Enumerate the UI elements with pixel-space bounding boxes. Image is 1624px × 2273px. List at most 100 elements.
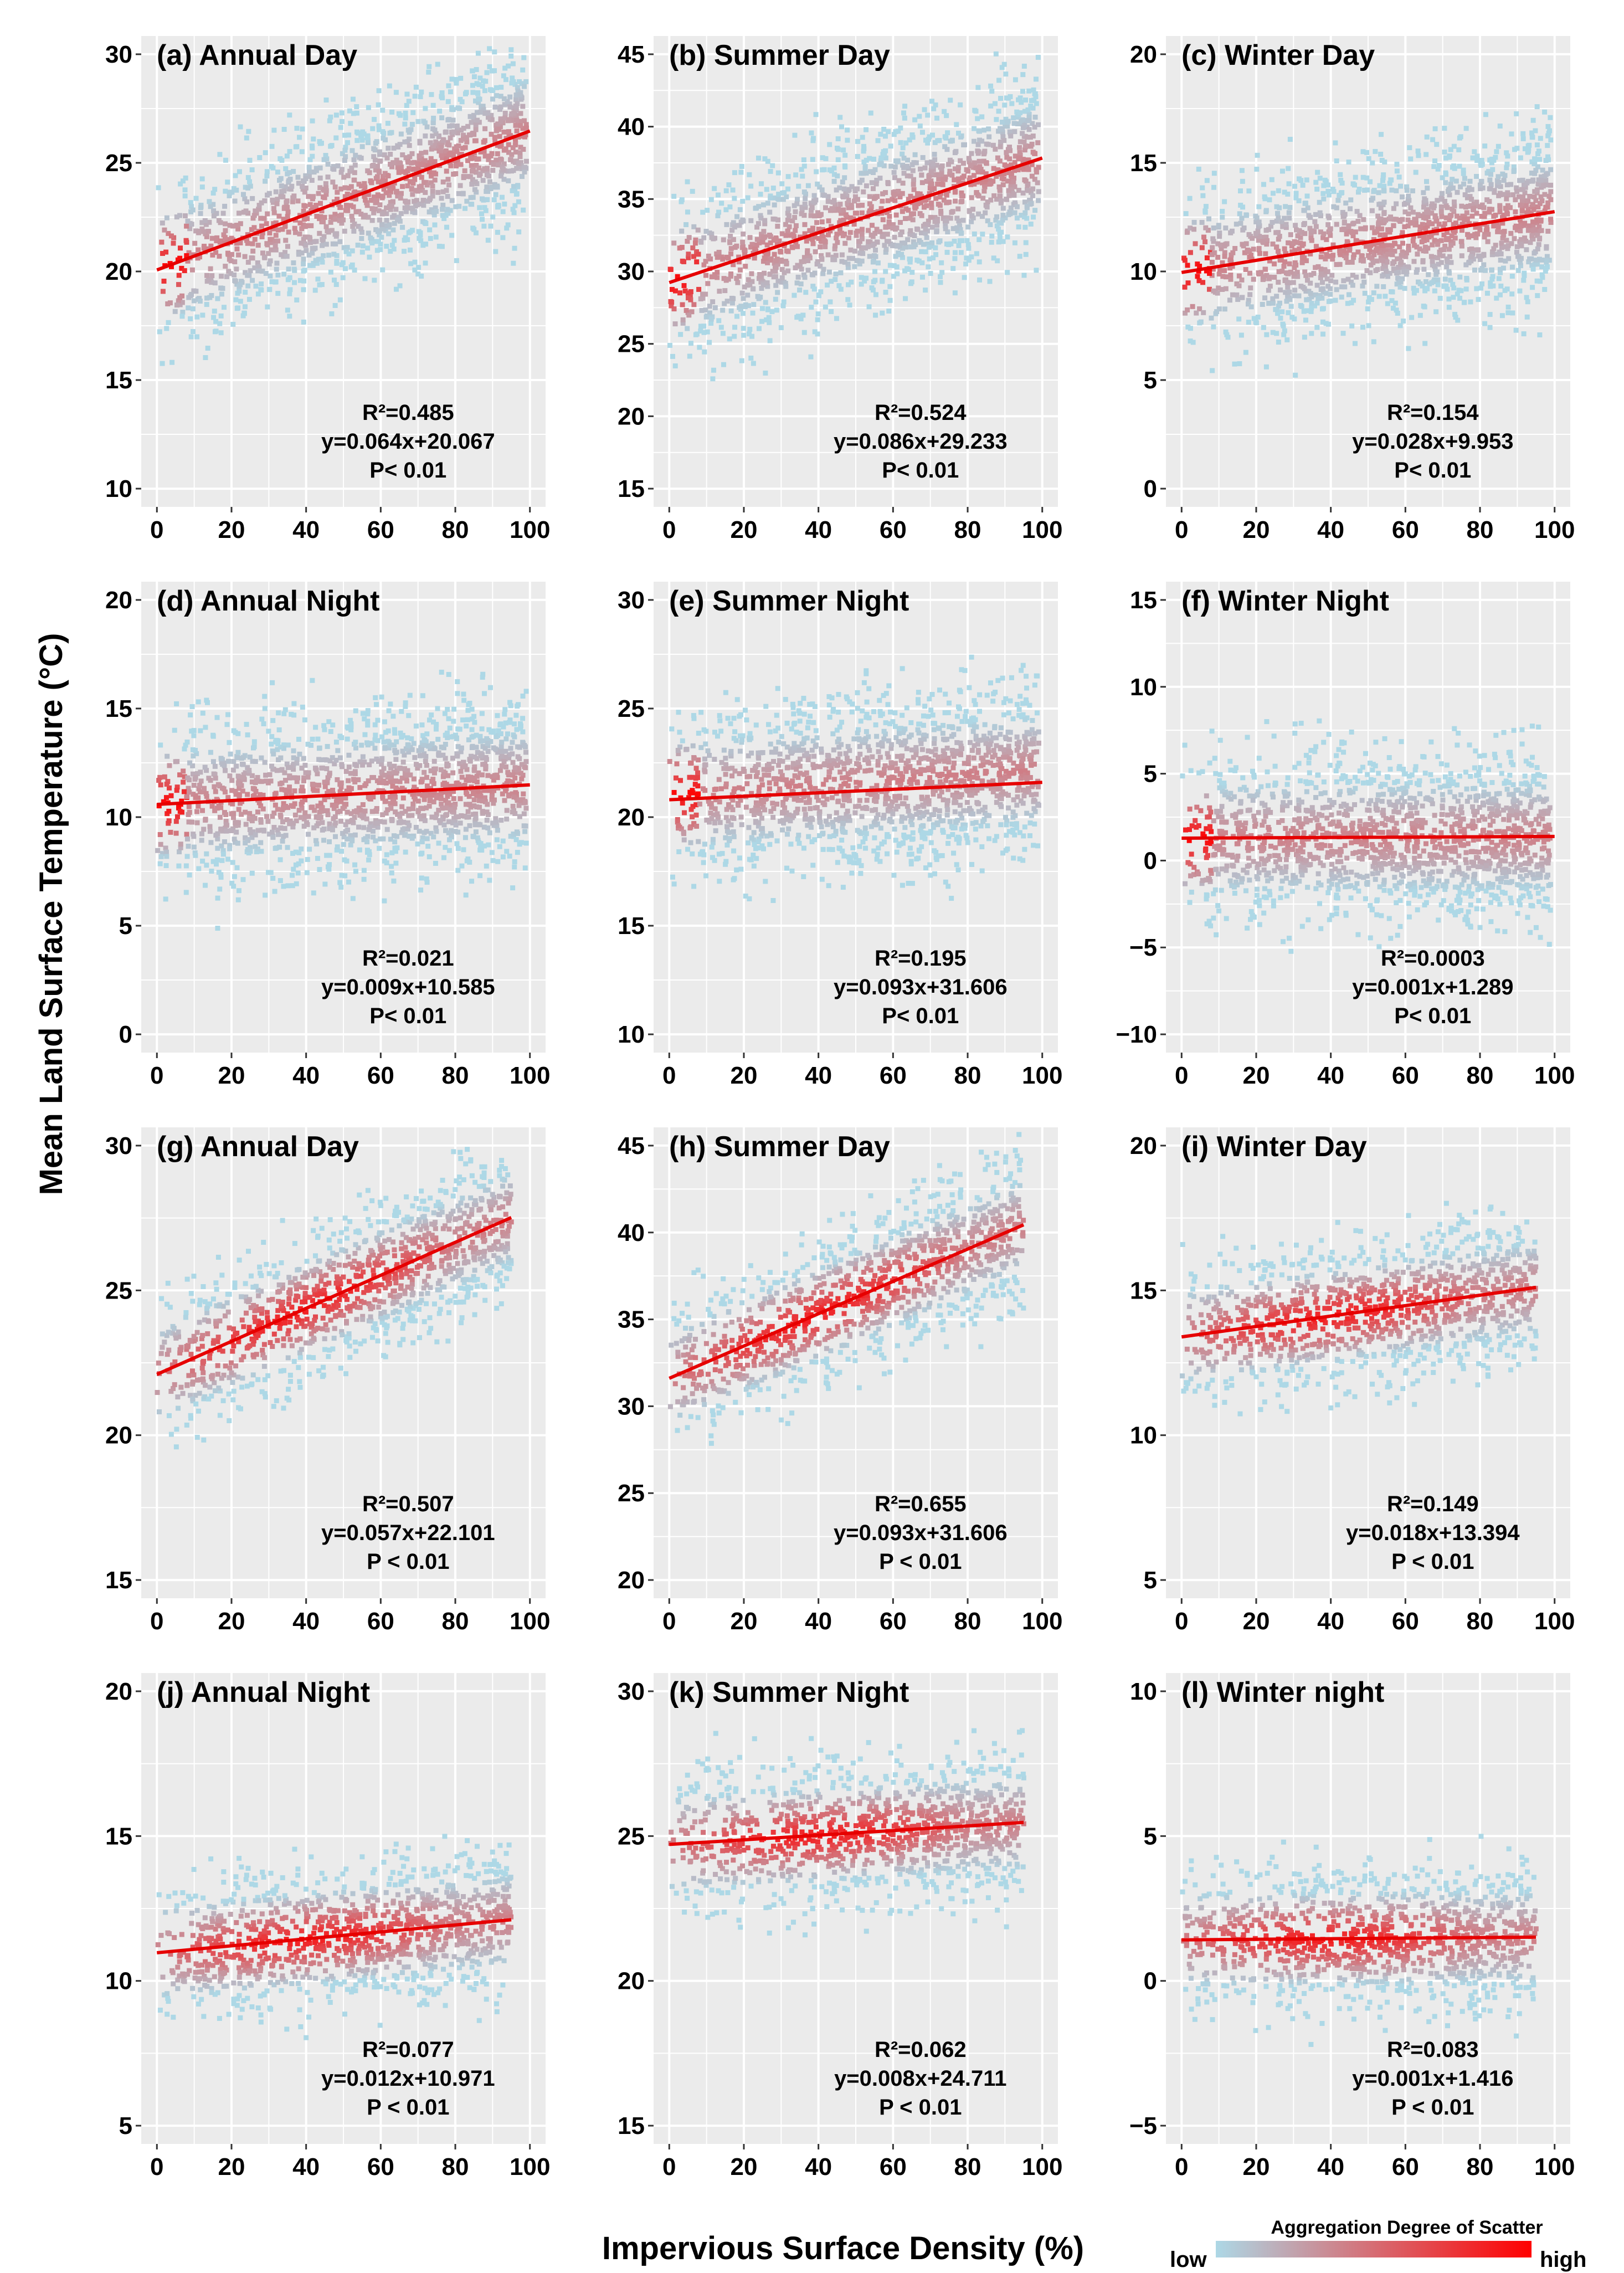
scatter-point [1243, 350, 1248, 355]
scatter-point [701, 262, 707, 268]
scatter-point [1536, 157, 1542, 162]
scatter-point [490, 96, 496, 102]
scatter-point [751, 361, 756, 366]
scatter-point [235, 897, 241, 902]
scatter-point [487, 87, 493, 93]
scatter-point [1020, 190, 1026, 196]
scatter-point [944, 191, 949, 196]
scatter-point [1269, 177, 1274, 182]
scatter-point [1209, 273, 1215, 278]
scatter-point [1000, 126, 1005, 132]
scatter-point [511, 110, 517, 116]
scatter-point [285, 171, 290, 177]
scatter-point [815, 331, 820, 337]
scatter-point [892, 234, 897, 240]
scatter-point [1395, 256, 1400, 261]
scatter-point [512, 859, 517, 865]
scatter-point [245, 259, 251, 265]
scatter-point [687, 353, 692, 359]
scatter-point [1031, 87, 1036, 93]
scatter-point [1285, 293, 1291, 298]
scatter-point [523, 79, 529, 84]
scatter-point [1406, 247, 1411, 253]
scatter-point [732, 333, 737, 339]
scatter-point [1536, 148, 1541, 154]
scatter-point [1283, 222, 1289, 227]
scatter-point [993, 51, 999, 57]
scatter-point [423, 260, 428, 266]
scatter-point [891, 222, 896, 228]
scatter-point [1537, 201, 1543, 206]
scatter-point [1412, 217, 1417, 222]
scatter-point [510, 75, 515, 81]
scatter-point [1498, 251, 1504, 256]
scatter-point [1334, 158, 1339, 163]
scatter-point [301, 237, 306, 242]
scatter-point [482, 111, 488, 116]
scatter-point [1502, 173, 1508, 178]
scatter-point [402, 238, 407, 243]
scatter-point [498, 156, 503, 162]
scatter-point [871, 170, 876, 175]
scatter-point [378, 242, 383, 247]
scatter-point [707, 256, 713, 261]
scatter-point [1012, 160, 1017, 165]
scatter-point [320, 259, 325, 265]
scatter-point [345, 245, 350, 250]
scatter-point [1238, 220, 1243, 226]
scatter-point [1496, 179, 1502, 185]
scatter-point [383, 190, 389, 196]
scatter-point [1241, 225, 1247, 231]
scatter-point [1450, 206, 1455, 212]
scatter-point [409, 151, 415, 156]
scatter-point [376, 179, 381, 184]
scatter-point [402, 249, 407, 254]
scatter-point [1450, 177, 1455, 182]
scatter-point [921, 223, 926, 229]
scatter-point [1474, 286, 1479, 291]
scatter-point [1421, 266, 1427, 272]
scatter-point [262, 255, 268, 260]
scatter-point [952, 166, 958, 172]
scatter-point [668, 267, 674, 273]
scatter-point [361, 825, 367, 830]
scatter-point [418, 162, 424, 167]
scatter-point [902, 240, 908, 246]
scatter-point [926, 264, 931, 270]
scatter-point [996, 220, 1002, 225]
scatter-point [501, 73, 506, 79]
scatter-point [217, 321, 223, 326]
scatter-point [326, 229, 331, 235]
scatter-point [459, 152, 464, 157]
scatter-point [1497, 266, 1503, 272]
scatter-point [1222, 306, 1227, 312]
scatter-point [415, 161, 420, 166]
scatter-point [933, 245, 938, 250]
scatter-point [1512, 168, 1517, 173]
scatter-point [1535, 204, 1541, 209]
scatter-point [1325, 321, 1331, 327]
scatter-point [309, 223, 314, 228]
scatter-point [1276, 269, 1282, 274]
scatter-point [507, 133, 513, 138]
scatter-point [464, 139, 470, 145]
scatter-point [1462, 217, 1467, 222]
scatter-point [1482, 321, 1488, 326]
scatter-point [1375, 213, 1381, 219]
scatter-point [1389, 289, 1394, 294]
scatter-point [1182, 284, 1188, 290]
x-tick-label: 100 [1534, 516, 1575, 543]
scatter-point [1534, 104, 1540, 110]
scatter-point [1423, 226, 1428, 232]
scatter-point [864, 171, 869, 176]
scatter-point [693, 237, 698, 243]
scatter-point [1522, 198, 1528, 203]
scatter-point [970, 207, 975, 212]
scatter-point [1185, 263, 1190, 268]
scatter-point [1330, 256, 1335, 262]
scatter-point [1463, 286, 1469, 292]
scatter-point [792, 293, 797, 298]
scatter-point [223, 221, 228, 227]
scatter-point [958, 227, 963, 233]
scatter-point [727, 204, 733, 210]
